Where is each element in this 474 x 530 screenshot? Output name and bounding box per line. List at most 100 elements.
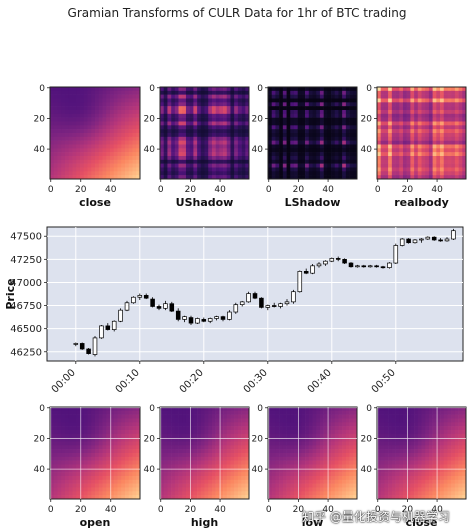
x-tick-label: 20	[402, 505, 414, 515]
candle-body	[259, 297, 264, 308]
candle	[329, 257, 335, 263]
heatmap-cells	[160, 87, 249, 179]
candle	[438, 238, 443, 242]
candle	[188, 315, 194, 325]
candle	[291, 289, 296, 304]
candle-body	[124, 302, 130, 311]
y-tick-label: 0	[39, 404, 45, 414]
candle	[323, 260, 328, 266]
candle-body	[252, 293, 258, 299]
candle	[239, 300, 245, 307]
candle-body	[131, 296, 136, 304]
x-tick-label: 40	[214, 505, 226, 515]
candle	[227, 310, 232, 321]
candle-body	[361, 265, 367, 268]
candle	[220, 315, 226, 322]
candle	[412, 239, 418, 244]
candle	[137, 293, 143, 301]
candle	[380, 265, 386, 269]
x-tick-label: 40	[105, 505, 117, 515]
candle	[316, 262, 322, 268]
candle	[399, 238, 405, 247]
candle-body	[335, 258, 341, 260]
candle	[118, 308, 123, 323]
candle	[246, 291, 251, 303]
candle	[431, 236, 437, 241]
candle-body	[233, 304, 239, 313]
candle-body	[323, 260, 328, 265]
candlestick-chart: 46250 46500 46750 47000 47250 47500 00:00 00:10…	[4, 226, 464, 396]
candle-body	[278, 303, 283, 307]
candle	[425, 236, 431, 240]
candle	[310, 263, 315, 275]
candle	[451, 228, 456, 240]
candle	[367, 264, 373, 268]
heatmap-cells	[268, 407, 357, 499]
heatmap-cells	[160, 407, 249, 499]
candle	[99, 324, 104, 339]
x-tick-label: 20	[293, 185, 305, 195]
heatmap-title: realbody	[394, 196, 449, 209]
x-tick-label: 0	[266, 505, 272, 515]
candle-body	[393, 245, 399, 264]
x-tick-label: 0	[48, 505, 54, 515]
candle-body	[303, 271, 309, 274]
candle-body	[246, 293, 251, 303]
candle	[92, 336, 98, 357]
x-tick-label: 20	[185, 185, 197, 195]
candle	[233, 302, 239, 314]
candle	[335, 256, 341, 262]
y-tick-label: 40	[144, 465, 156, 475]
candle	[124, 300, 130, 312]
candle-body	[367, 265, 373, 268]
candle-body	[73, 343, 79, 345]
candle-body	[92, 337, 98, 355]
heatmap-title: close	[406, 516, 438, 529]
heatmap-frame	[267, 86, 358, 180]
y-tick-label: 40	[361, 145, 373, 155]
candle	[156, 304, 162, 311]
candle	[86, 348, 91, 355]
candle-body	[387, 262, 392, 269]
candle	[252, 291, 258, 300]
heatmap-title: close	[79, 196, 111, 209]
y-tick-label: 20	[144, 114, 156, 124]
y-tick-label: 40	[252, 145, 264, 155]
candle-body	[399, 238, 405, 246]
heatmap-frame	[376, 406, 467, 500]
x-tick-label: 20	[75, 185, 87, 195]
candle-body	[227, 311, 232, 320]
candle-body	[316, 263, 322, 267]
candle-body	[380, 266, 386, 269]
x-tick-label: 40	[322, 185, 334, 195]
heatmap-title: UShadow	[176, 196, 234, 209]
candle	[195, 317, 200, 325]
x-tick-label: 20	[185, 505, 197, 515]
heatmap-title: low	[302, 516, 324, 529]
candle-body	[182, 316, 187, 320]
candle-body	[214, 316, 219, 319]
candle-body	[99, 325, 104, 339]
candle-body	[86, 348, 91, 354]
y-tick-label: 40	[252, 465, 264, 475]
candle-body	[431, 236, 437, 241]
candle-body	[406, 238, 411, 244]
y-tick-label: 40	[34, 465, 46, 475]
heatmap-cells	[50, 87, 140, 179]
candle-body	[137, 295, 143, 298]
x-tick-label: 20	[402, 185, 414, 195]
candle	[393, 243, 399, 264]
candle	[105, 323, 111, 331]
candle	[374, 264, 379, 268]
candle	[406, 238, 411, 244]
y-tick-label: 40	[34, 145, 46, 155]
candle	[444, 237, 450, 242]
candle	[143, 293, 149, 300]
candle-body	[169, 303, 175, 312]
